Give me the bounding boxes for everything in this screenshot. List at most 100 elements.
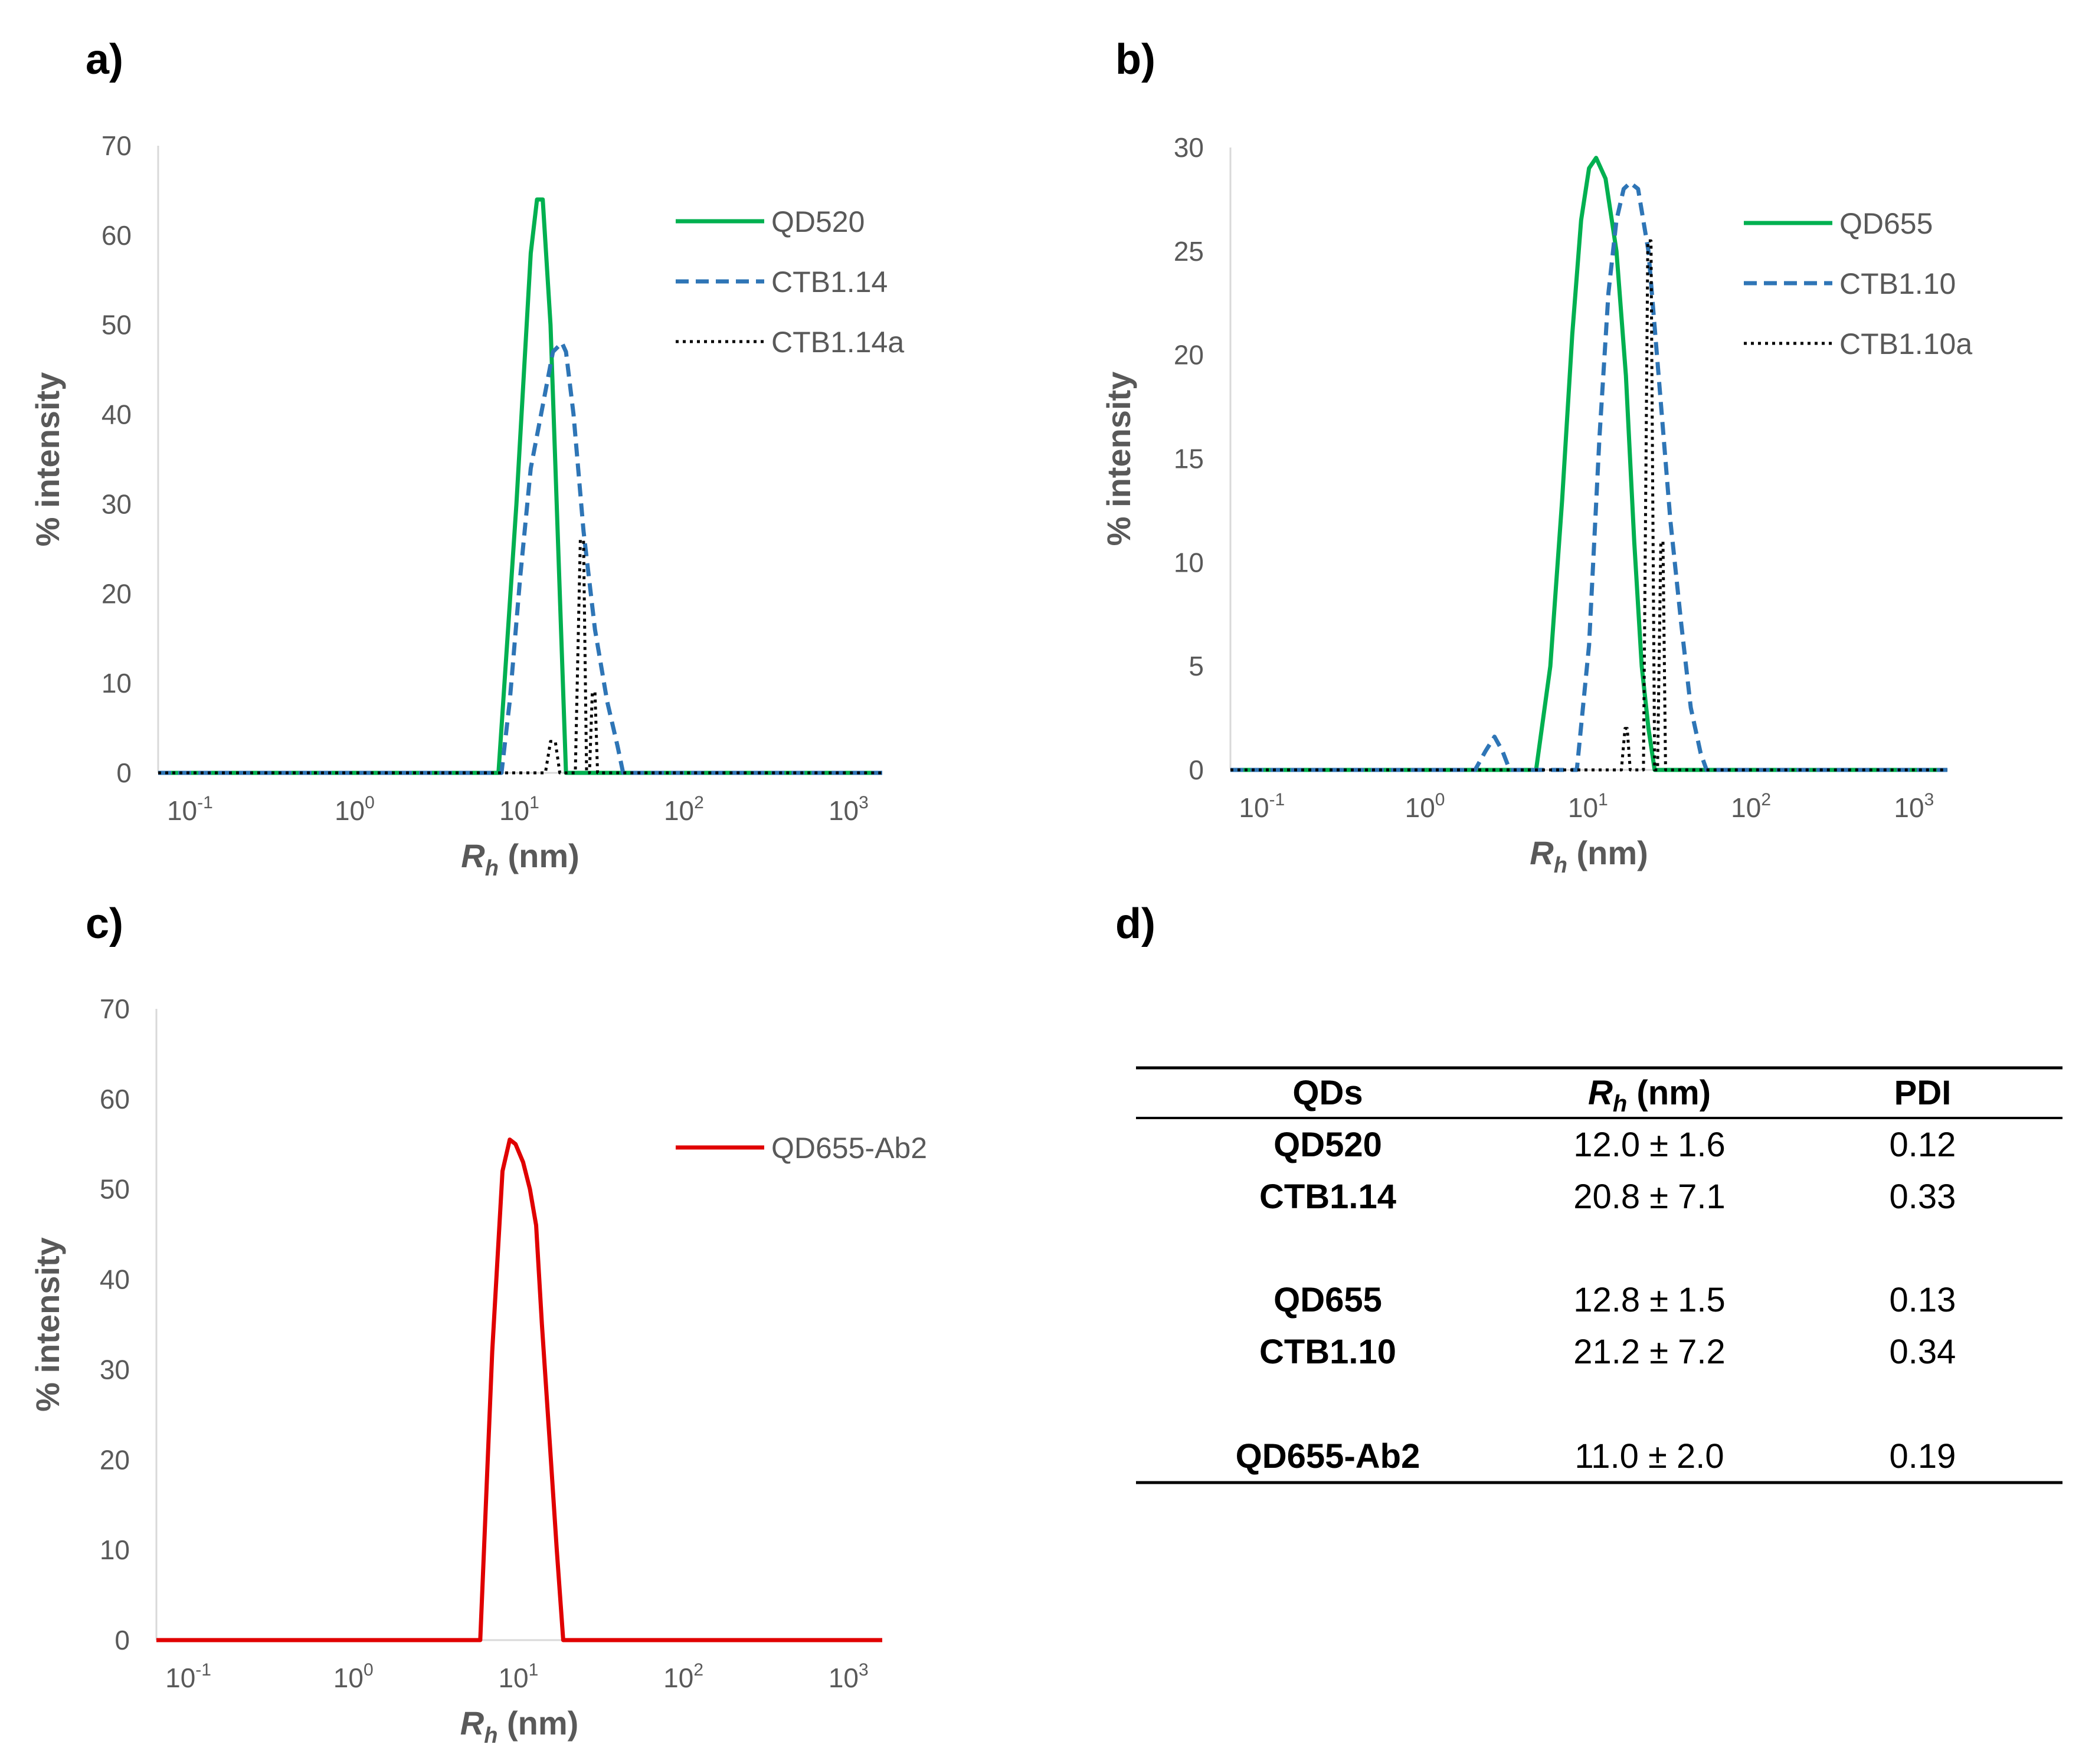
x-tick-base: 10	[167, 795, 197, 826]
x-tick-exponent: -1	[197, 793, 213, 812]
y-tick-label: 10	[102, 668, 132, 699]
table-cell-rh: 11.0 ± 2.0	[1574, 1437, 1724, 1476]
x-axis-unit: (nm)	[497, 1704, 578, 1742]
table-cell-rh: 20.8 ± 7.1	[1573, 1178, 1726, 1216]
y-tick-label: 60	[102, 220, 132, 251]
table-cell-rh: 21.2 ± 7.2	[1573, 1333, 1726, 1371]
summary-table: QDs Rh (nm) PDI QD520 12.0 ± 1.6 0.12 CT…	[1136, 1066, 2062, 1484]
x-tick-label: 102	[663, 1660, 703, 1693]
x-tick-label: 10-1	[167, 793, 213, 826]
x-tick-label: 10-1	[165, 1660, 211, 1693]
table-header-rh: Rh (nm)	[1588, 1074, 1711, 1117]
table-header-rh-symbol: R	[1588, 1074, 1613, 1112]
x-tick-base: 10	[1568, 792, 1598, 823]
y-tick-label: 50	[100, 1174, 130, 1205]
table-cell-name: QD520	[1273, 1126, 1382, 1164]
table-row: CTB1.14 20.8 ± 7.1 0.33	[1259, 1178, 1956, 1216]
x-tick-base: 10	[1405, 792, 1435, 823]
table-row: CTB1.10 21.2 ± 7.2 0.34	[1259, 1333, 1956, 1371]
table-cell-name: CTB1.10	[1259, 1333, 1396, 1371]
x-tick-base: 10	[165, 1663, 195, 1693]
table-cell-pdi: 0.19	[1890, 1437, 1956, 1476]
series-line-qd655	[1230, 156, 1947, 772]
x-tick-exponent: 0	[365, 793, 375, 812]
y-tick-label: 30	[100, 1354, 130, 1385]
x-tick-exponent: 0	[1435, 790, 1445, 809]
table-row: QD520 12.0 ± 1.6 0.12	[1273, 1126, 1956, 1164]
x-tick-label: 102	[664, 793, 704, 826]
panel-label-a: a)	[86, 36, 123, 83]
x-tick-base: 10	[1731, 792, 1761, 823]
y-tick-label: 10	[1174, 547, 1204, 578]
table-cell-rh: 12.8 ± 1.5	[1573, 1281, 1726, 1319]
x-tick-label: 103	[829, 1660, 869, 1693]
y-tick-label: 15	[1174, 444, 1204, 474]
series-line-ctb1-10	[1230, 181, 1947, 772]
x-tick-exponent: 2	[1761, 790, 1771, 809]
x-tick-label: 100	[333, 1660, 374, 1693]
table-cell-pdi: 0.13	[1890, 1281, 1956, 1319]
legend-label: CTB1.10	[1839, 267, 1956, 300]
legend-label: CTB1.14a	[771, 326, 904, 359]
x-axis-symbol: R	[460, 1704, 484, 1742]
x-tick-label: 103	[1894, 790, 1934, 823]
series-line-ctb1-10a	[1230, 239, 1947, 772]
x-axis-subscript: h	[484, 1723, 497, 1748]
x-tick-base: 10	[1239, 792, 1269, 823]
x-tick-exponent: 2	[693, 1660, 703, 1680]
x-axis-subscript: h	[1554, 853, 1567, 878]
x-tick-base: 10	[498, 1663, 528, 1693]
series-line-qd520	[158, 197, 882, 775]
y-axis-title: % intensity	[29, 372, 66, 547]
table-row: QD655-Ab2 11.0 ± 2.0 0.19	[1236, 1437, 1956, 1476]
x-tick-exponent: 1	[529, 793, 539, 812]
x-tick-label: 103	[829, 793, 869, 826]
x-axis-title: Rh (nm)	[460, 1704, 579, 1748]
table-cell-name: CTB1.14	[1259, 1178, 1396, 1216]
x-tick-base: 10	[335, 795, 365, 826]
y-tick-label: 30	[1174, 132, 1204, 163]
x-tick-exponent: 2	[694, 793, 704, 812]
x-tick-base: 10	[664, 795, 694, 826]
x-tick-exponent: 3	[1924, 790, 1934, 809]
x-tick-exponent: -1	[195, 1660, 211, 1680]
x-tick-label: 101	[499, 793, 539, 826]
x-axis-title: Rh (nm)	[1530, 834, 1648, 878]
y-tick-label: 20	[100, 1444, 130, 1475]
y-tick-label: 20	[1174, 340, 1204, 370]
y-axis-title: % intensity	[29, 1237, 66, 1412]
x-axis-unit: (nm)	[1567, 834, 1648, 871]
legend-label: CTB1.10a	[1839, 327, 1972, 360]
y-tick-label: 60	[100, 1084, 130, 1114]
table-header-rh-unit: (nm)	[1627, 1074, 1711, 1112]
y-tick-label: 10	[100, 1535, 130, 1565]
x-axis-subscript: h	[485, 856, 499, 881]
table-cell-name: QD655	[1273, 1281, 1382, 1319]
x-tick-base: 10	[663, 1663, 693, 1693]
y-tick-label: 30	[102, 488, 132, 519]
table-row: QD655 12.8 ± 1.5 0.13	[1273, 1281, 1956, 1319]
x-tick-base: 10	[829, 795, 859, 826]
panel-label-d: d)	[1115, 900, 1155, 947]
series-line-qd655-ab2	[156, 1137, 882, 1642]
y-tick-label: 40	[102, 399, 132, 430]
series-line-ctb1-14	[158, 340, 882, 775]
y-tick-label: 20	[102, 578, 132, 609]
table-header-qds: QDs	[1292, 1074, 1363, 1112]
x-tick-base: 10	[499, 795, 529, 826]
y-tick-label: 5	[1189, 651, 1204, 681]
y-tick-label: 0	[1189, 755, 1204, 785]
y-tick-label: 50	[102, 310, 132, 340]
x-tick-label: 100	[1405, 790, 1445, 823]
x-tick-label: 100	[335, 793, 375, 826]
x-tick-base: 10	[333, 1663, 364, 1693]
x-tick-exponent: 1	[529, 1660, 539, 1680]
x-axis-symbol: R	[461, 837, 485, 874]
x-tick-exponent: 0	[364, 1660, 374, 1680]
x-tick-exponent: 1	[1598, 790, 1608, 809]
x-tick-exponent: 3	[859, 793, 869, 812]
x-tick-label: 101	[498, 1660, 538, 1693]
